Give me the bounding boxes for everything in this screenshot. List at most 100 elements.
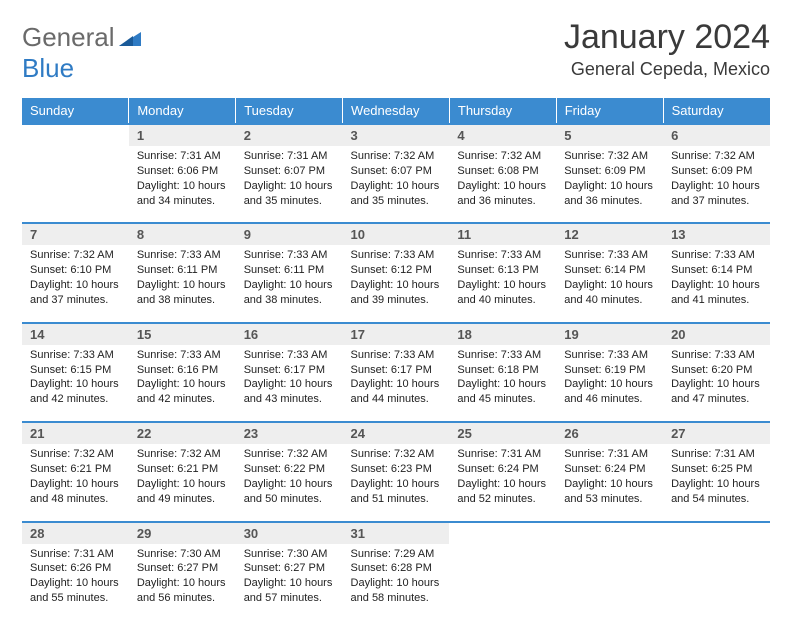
day-details: Sunrise: 7:32 AMSunset: 6:09 PMDaylight:… [556, 146, 663, 222]
day-number: 6 [663, 125, 770, 146]
day-details: Sunrise: 7:33 AMSunset: 6:17 PMDaylight:… [343, 345, 450, 421]
logo-mark-icon [119, 22, 141, 53]
day-number: 15 [129, 324, 236, 345]
day-number: 21 [22, 423, 129, 444]
daylight-text: Daylight: 10 hours and 51 minutes. [351, 477, 442, 507]
daylight-text: Daylight: 10 hours and 38 minutes. [244, 278, 335, 308]
sunset-text: Sunset: 6:06 PM [137, 164, 228, 179]
day-number: 2 [236, 125, 343, 146]
sunset-text: Sunset: 6:13 PM [457, 263, 548, 278]
sunset-text: Sunset: 6:07 PM [351, 164, 442, 179]
sunrise-text: Sunrise: 7:32 AM [244, 447, 335, 462]
day-details: Sunrise: 7:30 AMSunset: 6:27 PMDaylight:… [129, 544, 236, 620]
daylight-text: Daylight: 10 hours and 35 minutes. [351, 179, 442, 209]
sunset-text: Sunset: 6:25 PM [671, 462, 762, 477]
day-cell: 20Sunrise: 7:33 AMSunset: 6:20 PMDayligh… [663, 323, 770, 422]
daylight-text: Daylight: 10 hours and 47 minutes. [671, 377, 762, 407]
day-details: Sunrise: 7:33 AMSunset: 6:14 PMDaylight:… [663, 245, 770, 321]
day-number: 22 [129, 423, 236, 444]
day-details: Sunrise: 7:33 AMSunset: 6:19 PMDaylight:… [556, 345, 663, 421]
day-details: Sunrise: 7:33 AMSunset: 6:15 PMDaylight:… [22, 345, 129, 421]
sunrise-text: Sunrise: 7:32 AM [30, 248, 121, 263]
day-cell: 8Sunrise: 7:33 AMSunset: 6:11 PMDaylight… [129, 223, 236, 322]
day-details: Sunrise: 7:32 AMSunset: 6:10 PMDaylight:… [22, 245, 129, 321]
day-cell [663, 522, 770, 620]
day-details: Sunrise: 7:33 AMSunset: 6:20 PMDaylight:… [663, 345, 770, 421]
day-number: 14 [22, 324, 129, 345]
day-number: 1 [129, 125, 236, 146]
sunrise-text: Sunrise: 7:32 AM [564, 149, 655, 164]
logo-text-blue: Blue [22, 53, 74, 83]
day-number: 26 [556, 423, 663, 444]
day-cell [556, 522, 663, 620]
sunset-text: Sunset: 6:20 PM [671, 363, 762, 378]
week-row: 21Sunrise: 7:32 AMSunset: 6:21 PMDayligh… [22, 422, 770, 521]
day-number: 16 [236, 324, 343, 345]
sunrise-text: Sunrise: 7:33 AM [457, 248, 548, 263]
weekday-header-row: Sunday Monday Tuesday Wednesday Thursday… [22, 98, 770, 124]
sunset-text: Sunset: 6:28 PM [351, 561, 442, 576]
day-cell: 2Sunrise: 7:31 AMSunset: 6:07 PMDaylight… [236, 124, 343, 223]
logo-text-general: General [22, 22, 115, 52]
sunrise-text: Sunrise: 7:31 AM [30, 547, 121, 562]
day-cell: 23Sunrise: 7:32 AMSunset: 6:22 PMDayligh… [236, 422, 343, 521]
day-cell: 30Sunrise: 7:30 AMSunset: 6:27 PMDayligh… [236, 522, 343, 620]
day-number: 12 [556, 224, 663, 245]
day-cell: 14Sunrise: 7:33 AMSunset: 6:15 PMDayligh… [22, 323, 129, 422]
daylight-text: Daylight: 10 hours and 36 minutes. [457, 179, 548, 209]
sunrise-text: Sunrise: 7:33 AM [137, 248, 228, 263]
sunrise-text: Sunrise: 7:32 AM [671, 149, 762, 164]
location-label: General Cepeda, Mexico [564, 59, 770, 80]
sunrise-text: Sunrise: 7:33 AM [351, 348, 442, 363]
sunrise-text: Sunrise: 7:31 AM [671, 447, 762, 462]
day-cell: 9Sunrise: 7:33 AMSunset: 6:11 PMDaylight… [236, 223, 343, 322]
day-number: 17 [343, 324, 450, 345]
day-cell: 5Sunrise: 7:32 AMSunset: 6:09 PMDaylight… [556, 124, 663, 223]
week-row: 7Sunrise: 7:32 AMSunset: 6:10 PMDaylight… [22, 223, 770, 322]
daylight-text: Daylight: 10 hours and 42 minutes. [30, 377, 121, 407]
daylight-text: Daylight: 10 hours and 45 minutes. [457, 377, 548, 407]
sunset-text: Sunset: 6:11 PM [244, 263, 335, 278]
day-number: 25 [449, 423, 556, 444]
sunrise-text: Sunrise: 7:33 AM [137, 348, 228, 363]
day-details: Sunrise: 7:33 AMSunset: 6:18 PMDaylight:… [449, 345, 556, 421]
day-number: 7 [22, 224, 129, 245]
sunset-text: Sunset: 6:14 PM [671, 263, 762, 278]
day-details: Sunrise: 7:33 AMSunset: 6:11 PMDaylight:… [236, 245, 343, 321]
sunrise-text: Sunrise: 7:33 AM [351, 248, 442, 263]
day-cell: 7Sunrise: 7:32 AMSunset: 6:10 PMDaylight… [22, 223, 129, 322]
week-row: 1 Sunrise: 7:31 AMSunset: 6:06 PM Daylight… [22, 124, 770, 223]
sunset-text: Sunset: 6:07 PM [244, 164, 335, 179]
day-cell: 12Sunrise: 7:33 AMSunset: 6:14 PMDayligh… [556, 223, 663, 322]
day-number: 11 [449, 224, 556, 245]
day-cell: 18Sunrise: 7:33 AMSunset: 6:18 PMDayligh… [449, 323, 556, 422]
sunset-text: Sunset: 6:17 PM [351, 363, 442, 378]
week-row: 14Sunrise: 7:33 AMSunset: 6:15 PMDayligh… [22, 323, 770, 422]
day-details: Sunrise: 7:32 AMSunset: 6:07 PMDaylight:… [343, 146, 450, 222]
day-cell [22, 124, 129, 223]
day-number: 8 [129, 224, 236, 245]
day-details: Sunrise: 7:32 AMSunset: 6:23 PMDaylight:… [343, 444, 450, 520]
sunset-text: Sunset: 6:15 PM [30, 363, 121, 378]
sunrise-text: Sunrise: 7:32 AM [351, 149, 442, 164]
day-number: 28 [22, 523, 129, 544]
daylight-text: Daylight: 10 hours and 41 minutes. [671, 278, 762, 308]
day-number: 31 [343, 523, 450, 544]
day-details: Sunrise: 7:31 AMSunset: 6:07 PMDaylight:… [236, 146, 343, 222]
day-cell: 1Sunrise: 7:31 AMSunset: 6:06 PMDaylight… [129, 124, 236, 223]
sunset-text: Sunset: 6:09 PM [564, 164, 655, 179]
day-cell: 24Sunrise: 7:32 AMSunset: 6:23 PMDayligh… [343, 422, 450, 521]
sunset-text: Sunset: 6:24 PM [457, 462, 548, 477]
day-cell: 4Sunrise: 7:32 AMSunset: 6:08 PMDaylight… [449, 124, 556, 223]
day-cell: 31Sunrise: 7:29 AMSunset: 6:28 PMDayligh… [343, 522, 450, 620]
sunrise-text: Sunrise: 7:31 AM [137, 149, 228, 164]
daylight-text: Daylight: 10 hours and 57 minutes. [244, 576, 335, 606]
day-cell: 17Sunrise: 7:33 AMSunset: 6:17 PMDayligh… [343, 323, 450, 422]
day-details: Sunrise: 7:33 AMSunset: 6:13 PMDaylight:… [449, 245, 556, 321]
daylight-text: Daylight: 10 hours and 43 minutes. [244, 377, 335, 407]
title-block: January 2024 General Cepeda, Mexico [564, 18, 770, 80]
day-number: 3 [343, 125, 450, 146]
day-details: Sunrise: 7:29 AMSunset: 6:28 PMDaylight:… [343, 544, 450, 620]
sunset-text: Sunset: 6:24 PM [564, 462, 655, 477]
sunrise-text: Sunrise: 7:32 AM [457, 149, 548, 164]
